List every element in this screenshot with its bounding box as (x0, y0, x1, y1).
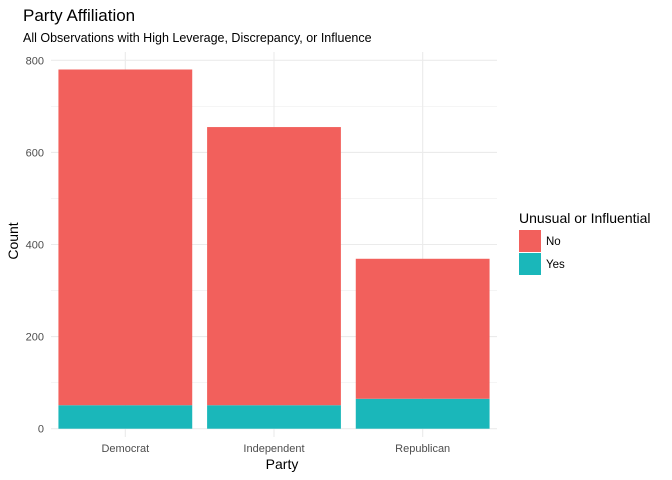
legend-swatch-no (519, 230, 541, 252)
legend: Unusual or Influential No Yes (519, 210, 651, 275)
legend-title: Unusual or Influential (519, 210, 651, 226)
chart-subtitle: All Observations with High Leverage, Dis… (23, 31, 372, 45)
legend-label-yes: Yes (546, 259, 565, 271)
x-axis-title: Party (266, 456, 299, 472)
y-tick-labels: 0 200 400 600 800 (26, 55, 44, 435)
bar-republican-yes (355, 398, 490, 429)
bar-democrat-yes (58, 405, 193, 429)
x-tick-label: Independent (243, 443, 304, 455)
legend-swatch-yes (519, 253, 541, 275)
y-tick-label: 600 (26, 147, 44, 159)
y-tick-label: 0 (38, 424, 44, 436)
bars (58, 69, 490, 429)
chart-title: Party Affiliation (23, 6, 135, 25)
legend-label-no: No (546, 236, 561, 248)
bar-democrat-no (58, 69, 193, 406)
y-tick-label: 400 (26, 240, 44, 252)
x-tick-label: Republican (395, 443, 450, 455)
bar-independent-yes (207, 405, 341, 429)
x-tick-label: Democrat (101, 443, 149, 455)
y-tick-label: 200 (26, 332, 44, 344)
y-axis-title: Count (5, 222, 21, 259)
y-tick-label: 800 (26, 55, 44, 67)
x-tick-labels: Democrat Independent Republican (101, 443, 450, 455)
bar-republican-no (355, 258, 490, 399)
bar-independent-no (207, 127, 341, 406)
